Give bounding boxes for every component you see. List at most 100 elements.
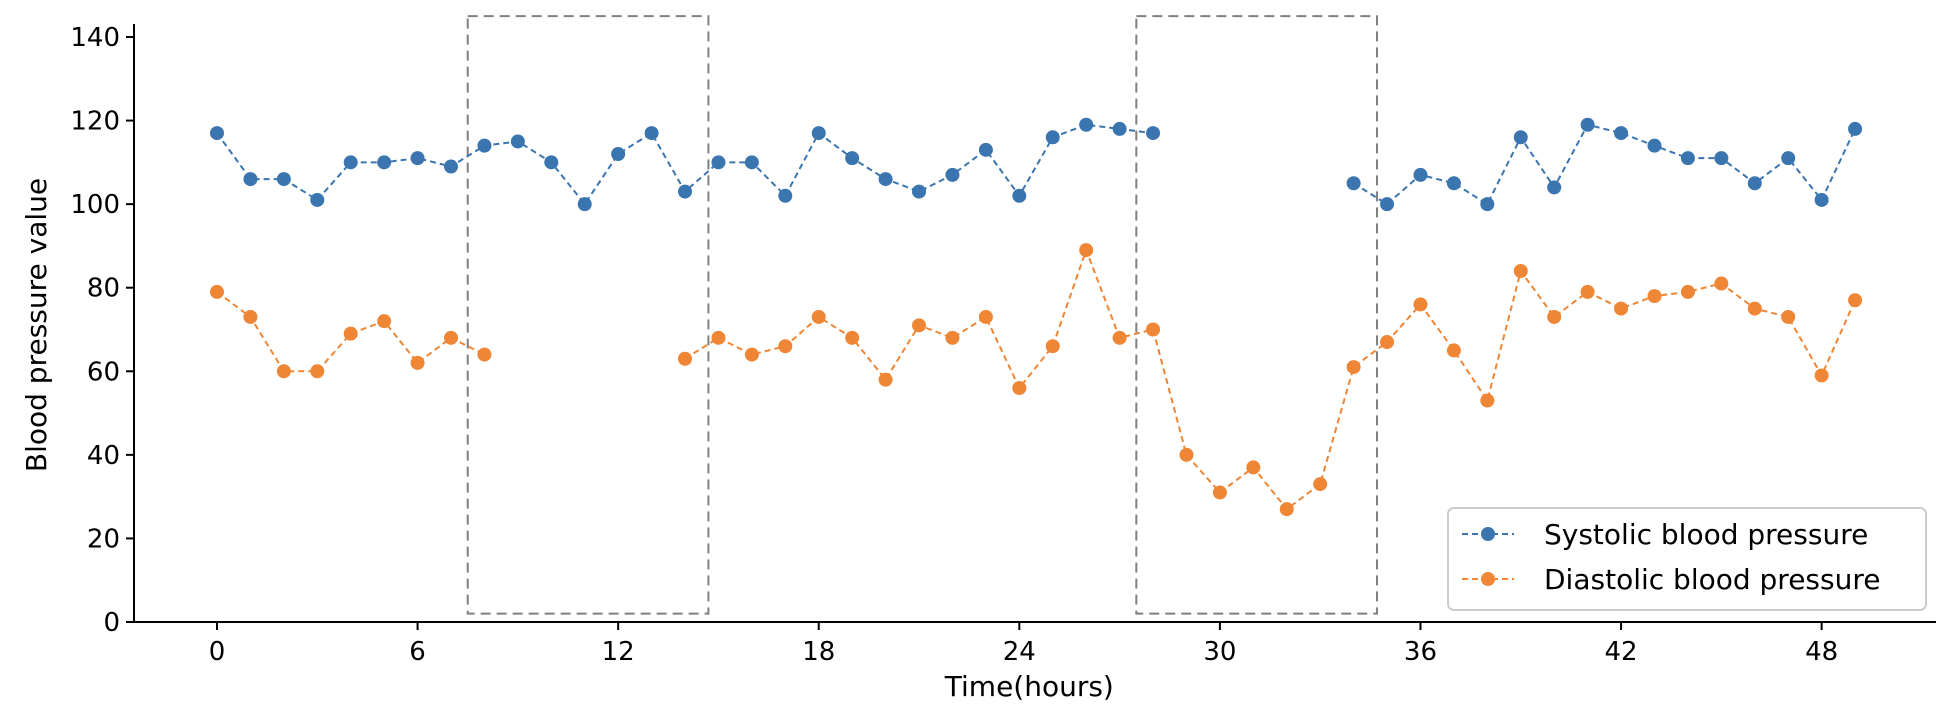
series-1-point-3 [310,192,325,207]
series-1-point-40 [1547,180,1562,195]
series-1-point-14 [678,184,693,199]
series-2-point-27 [1112,330,1127,345]
series-1-point-25 [1045,130,1060,145]
series-2-point-20 [878,372,893,387]
series-1-point-19 [845,151,860,166]
legend-label-1: Systolic blood pressure [1544,518,1868,551]
series-2-point-41 [1580,284,1595,299]
series-2-point-4 [343,326,358,341]
series-1-point-21 [912,184,927,199]
series-1-point-42 [1614,126,1629,141]
series-1-point-17 [778,188,793,203]
series-1-point-8 [477,138,492,153]
legend-marker-1 [1481,527,1495,541]
x-tick-label-18: 18 [802,637,835,667]
series-2-point-45 [1714,276,1729,291]
series-1-point-38 [1480,197,1495,212]
series-1-point-28 [1146,126,1161,141]
series-2 [210,243,1863,517]
x-tick-label-30: 30 [1203,637,1236,667]
series-1-point-18 [811,126,826,141]
x-tick-label-12: 12 [602,637,635,667]
series-1-point-26 [1079,117,1094,132]
highlight-regions [466,15,1379,615]
series-2-point-33 [1313,477,1328,492]
series-layer [210,117,1863,517]
series-2-point-34 [1346,360,1361,375]
series-1-point-0 [210,126,224,141]
series-1-point-23 [978,142,993,157]
series-1-point-27 [1112,121,1127,136]
series-2-point-30 [1212,485,1227,500]
series-2-point-28 [1146,322,1161,337]
series-1-point-24 [1012,188,1027,203]
legend: Systolic blood pressure Diastolic blood p… [1447,507,1927,611]
series-1-point-2 [276,172,291,187]
series-2-point-42 [1614,301,1629,316]
series-2-point-40 [1547,309,1562,324]
series-2-point-18 [811,309,826,324]
legend-marker-2 [1481,572,1495,586]
series-2-point-32 [1279,502,1294,517]
y-tick-label-120: 120 [70,107,120,137]
x-tick-label-0: 0 [209,637,226,667]
legend-box [1447,507,1927,611]
series-2-point-38 [1480,393,1495,408]
y-tick-label-80: 80 [87,274,120,304]
series-2-line-segment-1 [216,291,485,373]
series-1-point-15 [711,155,726,170]
series-1-point-11 [577,197,592,212]
series-2-point-48 [1814,368,1829,383]
legend-label-2: Diastolic blood pressure [1544,563,1880,596]
series-2-point-7 [444,330,459,345]
series-1-point-6 [410,151,425,166]
series-2-point-19 [845,330,860,345]
series-2-point-5 [377,314,392,329]
series-1-point-41 [1580,117,1595,132]
series-1-point-37 [1446,176,1461,191]
series-2-point-47 [1781,309,1796,324]
series-1-point-13 [644,126,659,141]
series-1-point-34 [1346,176,1361,191]
series-2-point-15 [711,330,726,345]
series-2-point-29 [1179,447,1194,462]
series-1-point-4 [343,155,358,170]
series-2-point-46 [1747,301,1762,316]
series-2-point-31 [1246,460,1261,475]
x-tick-label-6: 6 [409,637,426,667]
series-2-line-segment-2 [684,247,1856,511]
series-2-point-35 [1380,335,1395,350]
series-1-point-39 [1513,130,1528,145]
series-1-line-segment-2 [1353,123,1856,206]
x-tick-label-48: 48 [1805,637,1838,667]
series-2-point-25 [1045,339,1060,354]
series-1-point-43 [1647,138,1662,153]
series-2-point-0 [210,284,224,299]
series-1-point-16 [744,155,759,170]
series-1-point-47 [1781,151,1796,166]
y-tick-label-100: 100 [70,190,120,220]
axes: 0 6 12 18 24 30 36 42 48 0 20 40 60 80 100 120 140 [70,23,1936,667]
series-2-point-39 [1513,264,1528,278]
x-tick-label-42: 42 [1605,637,1638,667]
series-2-point-22 [945,330,960,345]
series-1-point-35 [1380,197,1395,212]
series-1-point-46 [1747,176,1762,191]
y-tick-label-0: 0 [103,608,120,638]
x-tick-label-36: 36 [1404,637,1437,667]
series-1-point-36 [1413,167,1428,182]
y-tick-label-40: 40 [87,441,120,471]
series-2-point-1 [243,309,258,324]
series-2-point-2 [276,364,291,379]
series-2-point-3 [310,364,325,379]
series-2-point-14 [678,351,693,366]
series-2-point-44 [1680,284,1695,299]
series-1-point-12 [611,147,626,161]
series-1-point-45 [1714,151,1729,166]
y-tick-label-60: 60 [87,357,120,387]
series-1-point-44 [1680,151,1695,166]
series-1-point-20 [878,172,893,187]
series-1-point-48 [1814,192,1829,207]
series-2-point-26 [1079,243,1094,258]
